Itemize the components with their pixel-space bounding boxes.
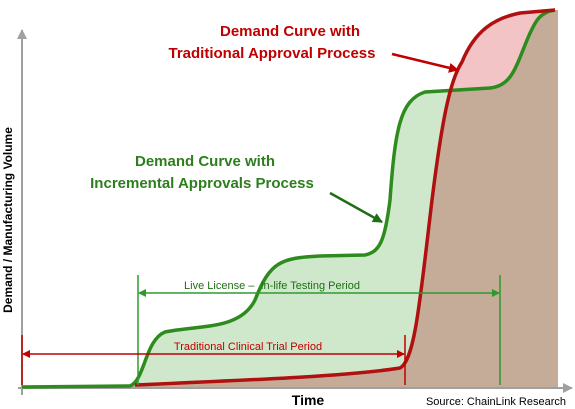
incremental-title-line2: Incremental Approvals Process: [90, 175, 314, 192]
incremental-title-line1: Demand Curve with: [135, 153, 275, 170]
live-period-label: Live License – In-life Testing Period: [184, 280, 360, 292]
traditional-pointer: [391, 52, 459, 73]
incremental-pointer: [329, 191, 383, 224]
incremental-curve: [21, 8, 556, 389]
y-axis-label: Demand / Manufacturing Volume: [1, 127, 15, 313]
x-axis-label: Time: [292, 392, 325, 408]
clinical-period-label: Traditional Clinical Trial Period: [174, 341, 322, 353]
traditional-title-line2: Traditional Approval Process: [168, 45, 375, 62]
traditional-title-line1: Demand Curve with: [220, 23, 360, 40]
source-note: Source: ChainLink Research: [426, 396, 566, 408]
traditional-curve: [134, 8, 556, 387]
